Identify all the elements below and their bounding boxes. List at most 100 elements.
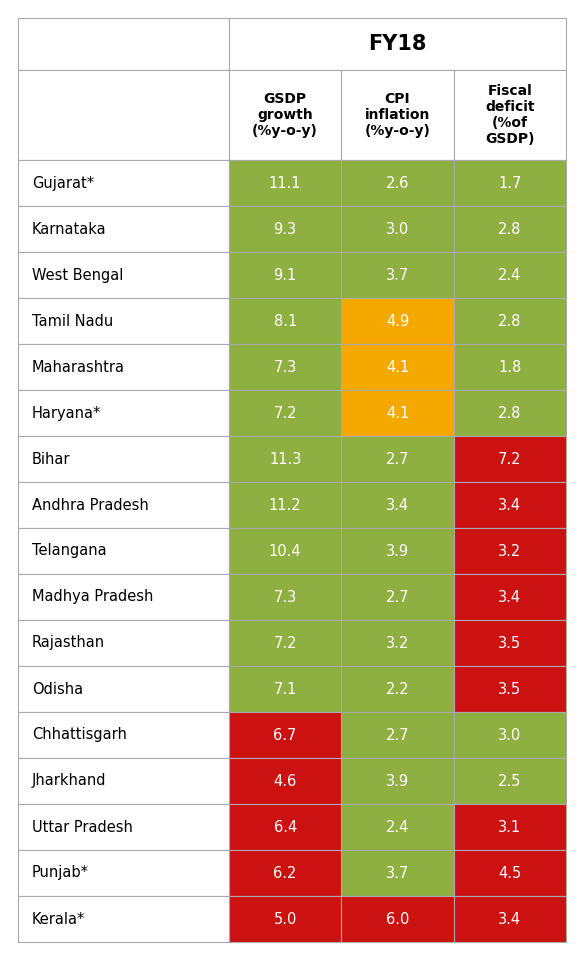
Text: 7.3: 7.3	[273, 589, 297, 605]
Text: Bihar: Bihar	[32, 452, 71, 466]
Bar	[454, 390, 566, 436]
Bar	[454, 70, 566, 160]
Bar	[454, 896, 566, 942]
Bar	[18, 850, 229, 896]
Text: FY18: FY18	[369, 34, 427, 54]
Text: 4.6: 4.6	[273, 773, 297, 789]
Text: 10.4: 10.4	[269, 544, 301, 558]
Bar	[18, 620, 229, 666]
Text: Telangana: Telangana	[32, 544, 107, 558]
Bar	[341, 758, 454, 804]
Bar	[454, 298, 566, 344]
Bar	[18, 712, 229, 758]
Text: 3.1: 3.1	[498, 820, 522, 834]
Bar	[229, 896, 341, 942]
Bar	[229, 758, 341, 804]
Bar	[229, 206, 341, 252]
Text: 11.3: 11.3	[269, 452, 301, 466]
Text: 3.2: 3.2	[498, 544, 522, 558]
Text: 6.0: 6.0	[386, 912, 409, 926]
Text: 3.4: 3.4	[386, 497, 409, 513]
Bar	[18, 344, 229, 390]
Bar	[18, 528, 229, 574]
Bar	[341, 344, 454, 390]
Text: GSDP
growth
(%y-o-y): GSDP growth (%y-o-y)	[252, 92, 318, 139]
Bar	[229, 252, 341, 298]
Text: 4.9: 4.9	[386, 314, 409, 328]
Text: 7.2: 7.2	[273, 636, 297, 650]
Text: 2.4: 2.4	[498, 267, 522, 283]
Text: 3.9: 3.9	[386, 544, 409, 558]
Text: Maharashtra: Maharashtra	[32, 359, 125, 374]
Bar	[341, 712, 454, 758]
Text: 2.7: 2.7	[386, 728, 409, 742]
Text: 7.1: 7.1	[273, 681, 297, 697]
Text: Karnataka: Karnataka	[32, 222, 107, 236]
Bar	[454, 436, 566, 482]
Bar	[18, 160, 229, 206]
Bar	[454, 482, 566, 528]
Bar	[18, 804, 229, 850]
Text: 9.1: 9.1	[273, 267, 297, 283]
Bar	[229, 850, 341, 896]
Text: Andhra Pradesh: Andhra Pradesh	[32, 497, 149, 513]
Bar	[454, 620, 566, 666]
Text: Tamil Nadu: Tamil Nadu	[32, 314, 113, 328]
Text: 9.3: 9.3	[273, 222, 297, 236]
Bar	[229, 482, 341, 528]
Text: 5.0: 5.0	[273, 912, 297, 926]
Text: 3.7: 3.7	[386, 865, 409, 881]
Bar	[18, 298, 229, 344]
Bar	[229, 344, 341, 390]
Bar	[18, 666, 229, 712]
Bar	[454, 804, 566, 850]
Text: 3.0: 3.0	[498, 728, 522, 742]
Bar	[18, 18, 229, 70]
Bar	[229, 804, 341, 850]
Text: 4.5: 4.5	[498, 865, 522, 881]
Bar	[341, 482, 454, 528]
Text: Madhya Pradesh: Madhya Pradesh	[32, 589, 154, 605]
Text: Jharkhand: Jharkhand	[32, 773, 106, 789]
Text: Chhattisgarh: Chhattisgarh	[32, 728, 127, 742]
Bar	[341, 160, 454, 206]
Bar	[341, 298, 454, 344]
Bar	[341, 436, 454, 482]
Bar	[454, 528, 566, 574]
Text: 7.2: 7.2	[273, 405, 297, 421]
Bar	[18, 70, 229, 160]
Bar	[341, 896, 454, 942]
Bar	[18, 574, 229, 620]
Text: 2.6: 2.6	[386, 175, 409, 191]
Text: 2.7: 2.7	[386, 589, 409, 605]
Text: Rajasthan: Rajasthan	[32, 636, 105, 650]
Text: 6.4: 6.4	[273, 820, 297, 834]
Text: 11.1: 11.1	[269, 175, 301, 191]
Bar	[341, 528, 454, 574]
Bar	[229, 390, 341, 436]
Bar	[229, 620, 341, 666]
Bar	[454, 160, 566, 206]
Bar	[454, 574, 566, 620]
Text: 2.2: 2.2	[386, 681, 409, 697]
Bar	[454, 206, 566, 252]
Bar	[229, 70, 341, 160]
Bar	[341, 206, 454, 252]
Bar	[229, 436, 341, 482]
Bar	[341, 390, 454, 436]
Bar	[229, 18, 566, 70]
Bar	[229, 528, 341, 574]
Text: 2.4: 2.4	[386, 820, 409, 834]
Text: 3.2: 3.2	[386, 636, 409, 650]
Bar	[18, 252, 229, 298]
Bar	[229, 574, 341, 620]
Bar	[454, 344, 566, 390]
Bar	[454, 712, 566, 758]
Bar	[341, 574, 454, 620]
Bar	[341, 70, 454, 160]
Text: 3.4: 3.4	[498, 912, 522, 926]
Text: 3.7: 3.7	[386, 267, 409, 283]
Text: 3.4: 3.4	[498, 589, 522, 605]
Bar	[229, 666, 341, 712]
Text: 4.1: 4.1	[386, 405, 409, 421]
